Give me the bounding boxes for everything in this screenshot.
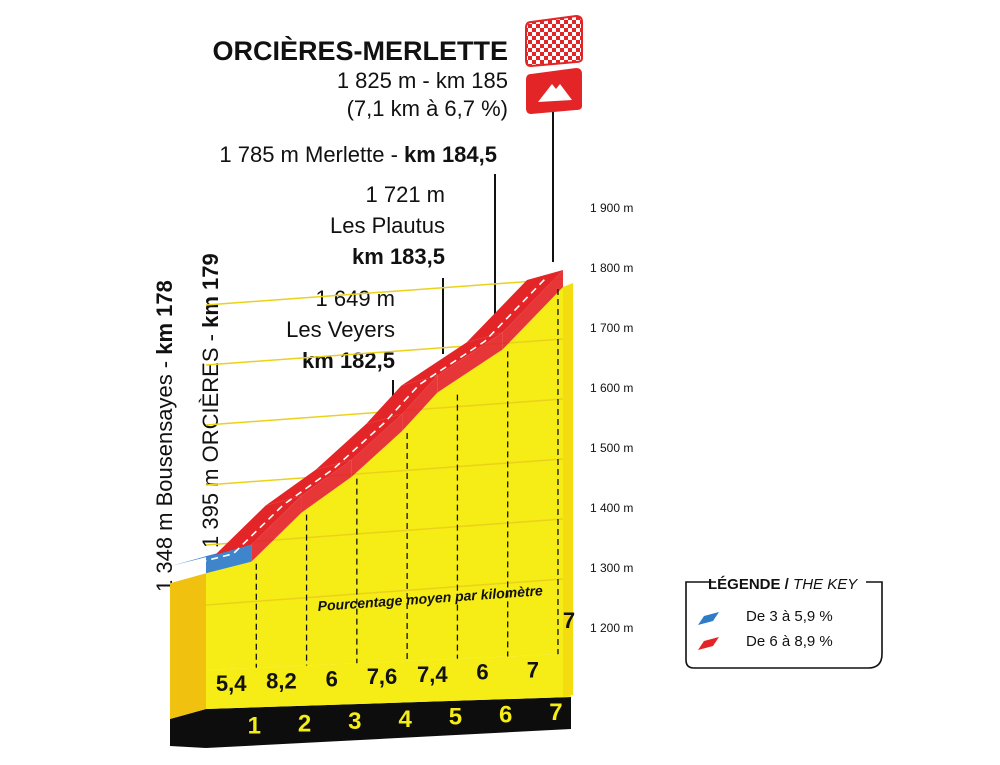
waypoint-veyers-altitude: 1 649 m bbox=[316, 286, 396, 311]
summit-name: ORCIÈRES-MERLETTE bbox=[212, 35, 508, 66]
climb-ribbon-top bbox=[366, 375, 438, 424]
legend-item-blue: De 3 à 5,9 % bbox=[746, 608, 833, 625]
altitude-tick-label: 1 800 m bbox=[590, 261, 633, 275]
legend-swatch-red bbox=[698, 637, 719, 650]
climb-ribbon-top bbox=[466, 270, 563, 343]
gradient-value-label: 7 bbox=[527, 657, 539, 682]
legend-title: LÉGENDE bbox=[708, 576, 781, 593]
gradient-value-label: 7 bbox=[563, 608, 575, 633]
km-marker-label: 3 bbox=[348, 708, 361, 735]
waypoint-les-veyers: 1 649 m Les Veyers km 182,5 bbox=[286, 286, 395, 373]
legend: LÉGENDE / THE KEY De 3 à 5,9 % De 6 à 8,… bbox=[685, 576, 883, 669]
gradient-value-label: 6 bbox=[326, 666, 338, 691]
km-marker-label: 2 bbox=[298, 710, 311, 737]
climb-ribbon-front bbox=[402, 375, 438, 431]
km-marker-label: 5 bbox=[449, 704, 462, 731]
altitude-tick-label: 1 900 m bbox=[590, 201, 633, 215]
climb-ribbon-top bbox=[215, 495, 302, 555]
gradient-value-label: 6 bbox=[476, 660, 488, 685]
orcieres-village-km: km 179 bbox=[198, 253, 223, 328]
orcieres-village-label: 1 395 m ORCIÈRES - km 179 bbox=[198, 253, 223, 548]
gradient-value-label: 8,2 bbox=[266, 669, 297, 694]
km-marker-label: 7 bbox=[549, 699, 562, 726]
altitude-tick-label: 1 600 m bbox=[590, 381, 633, 395]
climb-ribbon-front bbox=[437, 332, 503, 393]
waypoint-merlette-text: 1 785 m Merlette - bbox=[219, 142, 404, 167]
km-marker-label: 4 bbox=[398, 706, 412, 733]
finish-flag-icon bbox=[525, 14, 583, 68]
waypoint-merlette: 1 785 m Merlette - km 184,5 bbox=[219, 142, 497, 167]
climb-ribbon-front bbox=[251, 495, 302, 562]
summit-altitude-km: 1 825 m - km 185 bbox=[337, 68, 508, 93]
legend-title-en: THE KEY bbox=[793, 576, 858, 593]
legend-item-red: De 6 à 8,9 % bbox=[746, 633, 833, 650]
summit-climb-stats: (7,1 km à 6,7 %) bbox=[347, 96, 508, 121]
ribbon-dash-line bbox=[187, 278, 546, 566]
climb-ribbon-front bbox=[502, 270, 563, 350]
svg-text:1 785 m Merlette - km 184,5: 1 785 m Merlette - km 184,5 bbox=[219, 142, 497, 167]
climb-ribbon-top bbox=[315, 414, 403, 470]
km-marker-label: 1 bbox=[248, 713, 261, 740]
legend-separator: / bbox=[781, 576, 794, 593]
mountain-summit-icon bbox=[526, 68, 582, 114]
altitude-axis: 1 200 m 1 300 m 1 400 m 1 500 m 1 600 m 1 700… bbox=[590, 201, 633, 635]
km-marker-label: 6 bbox=[499, 701, 512, 728]
climb-ribbon-front bbox=[206, 544, 252, 574]
altitude-gridline bbox=[205, 458, 564, 486]
gradient-value-label: 7,6 bbox=[367, 664, 398, 689]
waypoint-les-plautus: 1 721 m Les Plautus km 183,5 bbox=[330, 182, 445, 269]
svg-text:LÉGENDE / THE KEY: LÉGENDE / THE KEY bbox=[708, 576, 858, 593]
climb-ribbon-top bbox=[401, 332, 503, 386]
climb-ribbon-front bbox=[301, 459, 352, 513]
waypoint-merlette-km: km 184,5 bbox=[404, 142, 497, 167]
profile-side-face bbox=[170, 573, 206, 719]
waypoint-plautus-altitude: 1 721 m bbox=[366, 182, 446, 207]
climb-ribbon-front bbox=[351, 414, 403, 477]
profile-front-face bbox=[206, 287, 563, 670]
waypoint-plautus-km: km 183,5 bbox=[352, 244, 445, 269]
start-bousensayes-km: km 178 bbox=[152, 280, 177, 355]
altitude-tick-label: 1 200 m bbox=[590, 621, 633, 635]
orcieres-village-text: 1 395 m ORCIÈRES - bbox=[198, 328, 223, 548]
gradient-value-label: 7,4 bbox=[417, 662, 448, 687]
altitude-tick-label: 1 400 m bbox=[590, 501, 633, 515]
waypoint-veyers-name: Les Veyers bbox=[286, 317, 395, 342]
profile-right-edge bbox=[563, 283, 573, 697]
altitude-tick-label: 1 300 m bbox=[590, 561, 633, 575]
altitude-tick-label: 1 700 m bbox=[590, 321, 633, 335]
legend-swatch-blue bbox=[698, 612, 719, 625]
altitude-tick-label: 1 500 m bbox=[590, 441, 633, 455]
waypoint-plautus-name: Les Plautus bbox=[330, 213, 445, 238]
ground-band bbox=[170, 697, 571, 748]
start-bousensayes-text: 1 348 m Bousensayes - bbox=[152, 355, 177, 592]
altitude-gridline bbox=[205, 278, 564, 306]
start-bousensayes-label: 1 348 m Bousensayes - km 178 bbox=[152, 280, 177, 592]
gradient-strip bbox=[206, 654, 571, 709]
gradient-value-label: 5,4 bbox=[216, 671, 247, 696]
altitude-gridline bbox=[205, 578, 564, 606]
